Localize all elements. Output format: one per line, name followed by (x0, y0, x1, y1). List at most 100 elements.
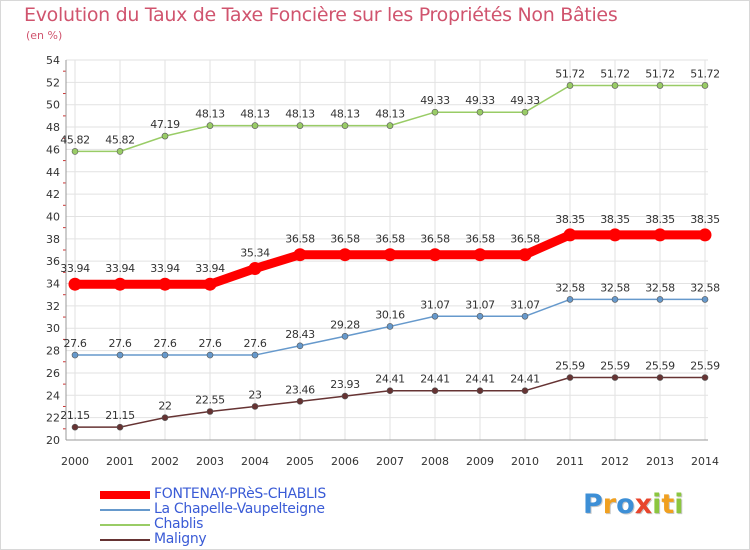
data-point (521, 108, 529, 116)
data-point (476, 387, 484, 395)
brand-logo-letter: r (602, 489, 617, 520)
data-label: 49.33 (510, 94, 540, 107)
data-label: 25.59 (645, 360, 675, 373)
data-point (71, 351, 79, 359)
data-point (71, 148, 79, 155)
data-point (158, 277, 172, 291)
x-tick-label: 2013 (646, 455, 674, 468)
data-point (653, 228, 667, 242)
data-label: 38.35 (600, 213, 630, 226)
data-point (293, 248, 307, 262)
data-label: 22 (158, 400, 171, 413)
x-tick-label: 2014 (691, 455, 719, 468)
x-tick-label: 2001 (106, 455, 134, 468)
data-label: 33.94 (195, 262, 225, 275)
y-tick-label: 32 (46, 300, 60, 313)
data-point (71, 423, 79, 431)
brand-logo-letter: i (674, 489, 684, 520)
data-point (206, 351, 214, 359)
brand-logo: Proxiti (583, 489, 684, 520)
data-point (473, 248, 487, 262)
data-point (386, 387, 394, 395)
data-point (68, 277, 82, 291)
data-label: 31.07 (465, 298, 495, 311)
data-label: 32.58 (645, 281, 675, 294)
data-label: 36.58 (375, 233, 405, 246)
data-point (386, 122, 394, 129)
brand-logo-letter: i (652, 489, 662, 520)
data-label: 36.58 (465, 233, 495, 246)
data-label: 32.58 (555, 281, 585, 294)
data-label: 21.15 (105, 409, 135, 422)
series-layer (68, 82, 712, 431)
data-point (161, 414, 169, 421)
data-label: 23.93 (330, 378, 360, 391)
x-tick-label: 2011 (556, 455, 584, 468)
data-point (608, 228, 622, 242)
data-point (341, 332, 349, 340)
data-point (296, 122, 304, 129)
data-label: 48.13 (285, 108, 315, 121)
data-label: 38.35 (555, 213, 585, 226)
x-tick-label: 2002 (151, 455, 179, 468)
x-tick-label: 2012 (601, 455, 629, 468)
y-tick-label: 38 (46, 233, 60, 246)
data-point (521, 312, 529, 320)
data-label: 31.07 (510, 298, 540, 311)
data-label: 51.72 (690, 67, 720, 80)
data-label: 24.41 (420, 373, 450, 386)
data-point (296, 342, 304, 350)
data-label: 24.41 (510, 373, 540, 386)
data-point (701, 374, 709, 381)
data-label: 48.13 (330, 108, 360, 121)
chart-title: Evolution du Taux de Taxe Foncière sur l… (24, 4, 618, 26)
y-tick-label: 52 (46, 76, 60, 89)
data-point (116, 148, 124, 155)
data-label: 45.82 (105, 133, 135, 146)
x-tick-label: 2000 (61, 455, 89, 468)
line-chart: 20 22 24 26 28 30 32 34 36 38 40 42 44 46 48 50 52 54 2000… (46, 54, 721, 468)
data-point (206, 408, 214, 415)
brand-logo-letter: o (616, 489, 635, 520)
data-label: 45.82 (60, 133, 90, 146)
data-point (431, 387, 439, 395)
y-tick-label: 36 (46, 255, 60, 268)
data-label: 33.94 (150, 262, 180, 275)
data-point (248, 262, 262, 276)
data-point (161, 351, 169, 359)
legend-swatch (100, 490, 150, 499)
data-label: 25.59 (600, 360, 630, 373)
data-label: 27.6 (199, 337, 222, 350)
data-label: 27.6 (154, 337, 177, 350)
data-point (698, 228, 712, 242)
data-label: 21.15 (60, 409, 90, 422)
data-point (161, 132, 169, 140)
legend-item: Chablis (100, 516, 420, 532)
data-label: 47.19 (150, 118, 180, 131)
y-tick-label: 20 (46, 434, 60, 447)
data-label: 48.13 (240, 108, 270, 121)
data-label: 29.28 (330, 318, 360, 331)
brand-logo-letter: P (583, 489, 603, 520)
data-point (431, 312, 439, 320)
legend-item: La Chapelle-Vaupelteigne (100, 501, 420, 517)
data-label: 30.16 (375, 308, 405, 321)
x-tick-label: 2009 (466, 455, 494, 468)
data-point (431, 108, 439, 116)
y-tick-label: 28 (46, 345, 60, 358)
data-point (656, 296, 664, 303)
data-label: 23.46 (285, 383, 315, 396)
data-point (518, 248, 532, 262)
y-tick-label: 46 (46, 143, 60, 156)
data-label: 23 (248, 388, 262, 401)
data-label: 38.35 (645, 213, 675, 226)
data-point (113, 277, 127, 291)
data-label: 48.13 (195, 108, 225, 121)
data-label: 33.94 (60, 262, 90, 275)
data-point (566, 374, 574, 381)
data-label: 25.59 (555, 360, 585, 373)
data-point (476, 312, 484, 320)
data-point (611, 374, 619, 381)
data-label: 33.94 (105, 262, 135, 275)
legend-label: La Chapelle-Vaupelteigne (154, 501, 325, 517)
